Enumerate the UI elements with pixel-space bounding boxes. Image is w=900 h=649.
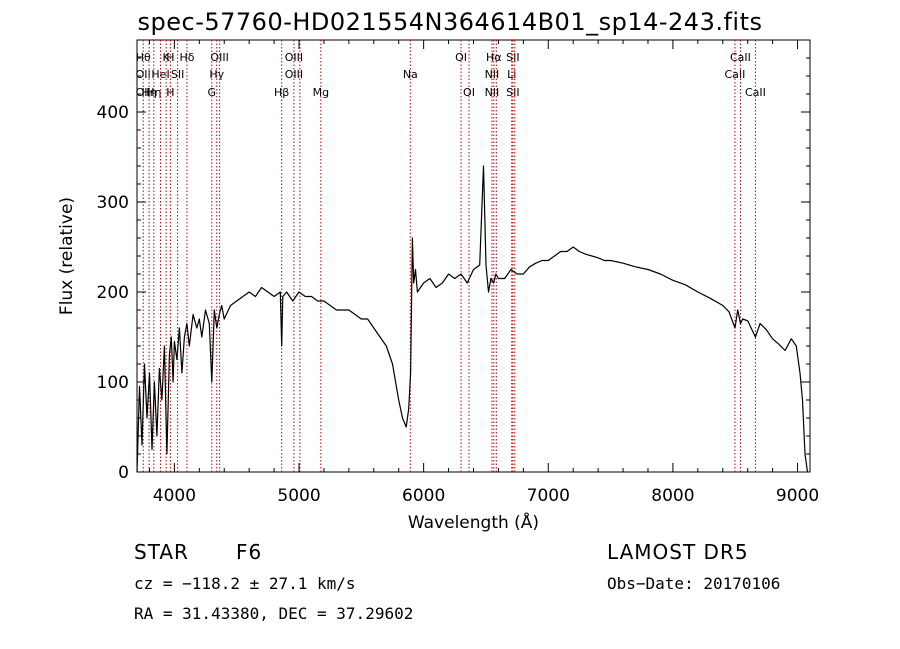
y-axis-label: Flux (relative) <box>57 197 77 315</box>
line-label: OI <box>455 51 467 64</box>
x-tick-label: 6000 <box>402 486 445 506</box>
y-tick-label: 400 <box>97 103 129 123</box>
object-class: STAR <box>134 540 189 564</box>
survey-name: LAMOST DR5 <box>607 540 749 564</box>
object-subclass: F6 <box>236 540 263 564</box>
line-label: NII <box>485 68 500 81</box>
x-axis-label: Wavelength (Å) <box>408 511 539 533</box>
redshift-text: cz = −118.2 ± 27.1 km/s <box>134 574 356 593</box>
coordinates-text: RA = 31.43380, DEC = 37.29602 <box>134 604 414 623</box>
line-label: H <box>166 51 174 64</box>
line-label: CaII <box>745 86 766 99</box>
spectrum-line <box>136 165 809 473</box>
line-label: Li <box>507 68 516 81</box>
line-label: NII <box>485 86 500 99</box>
line-label: Hβ <box>274 86 289 99</box>
line-label: HeI <box>151 68 169 81</box>
y-tick-label: 200 <box>97 283 129 303</box>
line-label: Hη <box>146 86 161 99</box>
y-tick-label: 300 <box>97 193 129 213</box>
x-tick-label: 7000 <box>527 486 570 506</box>
line-label: OIII <box>210 51 228 64</box>
line-label: OIII <box>285 51 303 64</box>
x-tick-label: 4000 <box>153 486 196 506</box>
line-label: Hα <box>486 51 502 64</box>
y-tick-label: 100 <box>97 373 129 393</box>
line-label: SII <box>506 86 519 99</box>
line-label: Hθ <box>136 51 151 64</box>
line-label: CaII <box>730 51 751 64</box>
line-label: Hη <box>141 86 156 99</box>
obs-date-text: Obs−Date: 20170106 <box>607 574 781 593</box>
x-tick-label: 9000 <box>776 486 819 506</box>
line-label: OII <box>136 68 151 81</box>
line-label: Hγ <box>209 68 224 81</box>
line-label: OI <box>463 86 475 99</box>
line-label: SII <box>171 68 184 81</box>
chart-title: spec-57760-HD021554N364614B01_sp14-243.f… <box>137 8 763 36</box>
line-label: H <box>166 86 174 99</box>
y-tick-label: 0 <box>118 463 129 483</box>
line-label: Mg <box>313 86 329 99</box>
x-tick-label: 8000 <box>651 486 694 506</box>
line-label: CaII <box>725 68 746 81</box>
line-label: G <box>208 86 217 99</box>
line-label: OIII <box>285 68 303 81</box>
line-label: SII <box>506 51 519 64</box>
line-label: Hδ <box>179 51 194 64</box>
plot-frame <box>136 39 811 473</box>
line-label: K <box>163 51 171 64</box>
line-label: OII <box>136 86 151 99</box>
line-label: Na <box>403 68 418 81</box>
x-tick-label: 5000 <box>277 486 320 506</box>
